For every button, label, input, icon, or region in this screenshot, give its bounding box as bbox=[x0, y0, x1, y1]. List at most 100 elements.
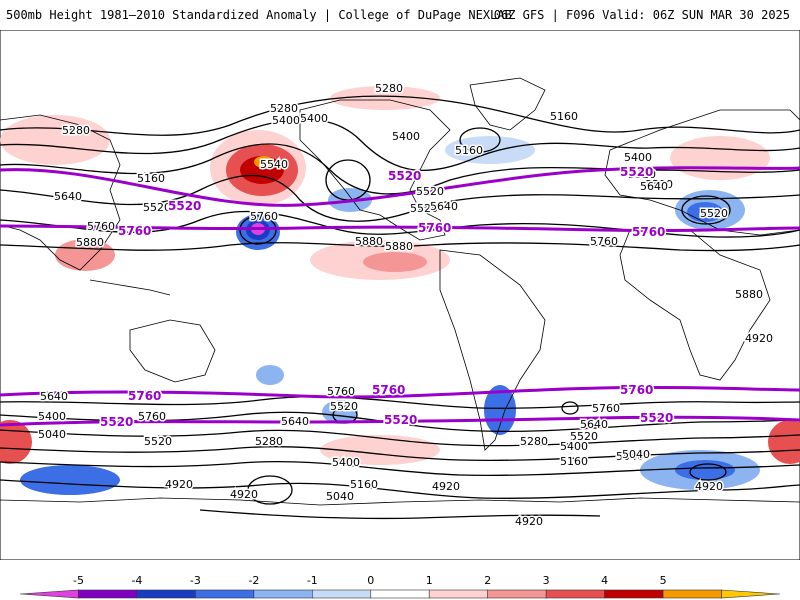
colorbar-swatch bbox=[721, 589, 781, 599]
coast-greenland bbox=[469, 77, 546, 131]
highlight-contours bbox=[0, 166, 800, 427]
contour-label: 5400 bbox=[624, 151, 652, 164]
highlight-contour-label: 5760 bbox=[372, 383, 405, 397]
anomaly-positive-strong bbox=[55, 239, 115, 271]
anomaly-positive bbox=[330, 86, 440, 110]
colorbar-tick-label: 4 bbox=[601, 574, 608, 587]
contour-label: 5540 bbox=[260, 158, 288, 171]
contour-label: 5520 bbox=[410, 202, 438, 215]
contour-label: 5520 bbox=[330, 400, 358, 413]
contour-label: 5040 bbox=[622, 448, 650, 461]
contour-label: 5280 bbox=[375, 82, 403, 95]
highlight-contour-label: 5520 bbox=[388, 169, 421, 183]
contour-label: 5880 bbox=[355, 235, 383, 248]
colorbar-tick-label: -1 bbox=[307, 574, 318, 587]
colorbar-swatch bbox=[545, 589, 605, 599]
coast-antarctica bbox=[0, 497, 800, 506]
colorbar-tick-label: 3 bbox=[543, 574, 550, 587]
coast-indonesia bbox=[89, 279, 171, 296]
height-contours bbox=[0, 95, 800, 520]
contour-labels: 5280528054005540516056405520576058805520… bbox=[37, 81, 775, 530]
highlight-contour-label: 5760 bbox=[128, 389, 161, 403]
contour-label: 4920 bbox=[230, 488, 258, 501]
contour-label: 5400 bbox=[392, 130, 420, 143]
contour-label: 4920 bbox=[745, 332, 773, 345]
colorbar-swatch bbox=[78, 589, 138, 599]
contour-label: 5400 bbox=[332, 456, 360, 469]
anomaly-negative bbox=[256, 365, 284, 385]
contour-label: 5760 bbox=[590, 235, 618, 248]
contour-label: 5400 bbox=[272, 114, 300, 127]
anomaly-negative bbox=[322, 400, 358, 424]
contour-label: 5280 bbox=[255, 435, 283, 448]
colorbar-swatch bbox=[662, 589, 722, 599]
colorbar-swatch bbox=[487, 589, 547, 599]
anomaly-positive bbox=[670, 136, 770, 180]
anomaly-negative bbox=[20, 465, 120, 495]
contour-label: 5640 bbox=[40, 390, 68, 403]
contour-label: 5640 bbox=[580, 418, 608, 431]
contour-label: 5520 bbox=[645, 178, 673, 191]
contour-label: 4920 bbox=[165, 478, 193, 491]
colorbar-tick-label: 5 bbox=[660, 574, 667, 587]
highlight-contour-label: 5520 bbox=[168, 199, 201, 213]
contour-5520-south bbox=[0, 415, 800, 427]
colorbar-swatch bbox=[428, 589, 488, 599]
anomaly-negative-strong bbox=[484, 385, 516, 435]
anomaly-negative-strong bbox=[675, 460, 735, 480]
contour-label: 5280 bbox=[270, 102, 298, 115]
highlight-contour-label: 5520 bbox=[640, 411, 673, 425]
colorbar-tick-label: -3 bbox=[190, 574, 201, 587]
anomaly-positive-strong bbox=[768, 420, 800, 464]
contour-label: 5400 bbox=[38, 410, 66, 423]
map-canvas: 5280528054005540516056405520576058805520… bbox=[0, 30, 800, 560]
contour-label: 5760 bbox=[250, 210, 278, 223]
colorbar-tick-label: -2 bbox=[248, 574, 259, 587]
coast-africa bbox=[619, 229, 771, 381]
contour-label: 5160 bbox=[550, 110, 578, 123]
colorbar-swatch bbox=[195, 589, 255, 599]
colorbar: -5 -4 -3 -2 -1 0 1 2 3 4 5 bbox=[0, 568, 800, 600]
highlight-contour-label: 5760 bbox=[632, 225, 665, 239]
contour-5520-north bbox=[0, 166, 800, 207]
run-info: 06Z GFS | F096 Valid: 06Z SUN MAR 30 202… bbox=[493, 8, 790, 22]
anomaly-positive-max bbox=[254, 156, 274, 168]
colorbar-swatch bbox=[136, 589, 196, 599]
colorbar-swatch bbox=[19, 589, 79, 599]
contour-label: 5400 bbox=[560, 440, 588, 453]
contour-label: 4920 bbox=[695, 480, 723, 493]
contour-label: 5880 bbox=[385, 240, 413, 253]
contour-label: 5880 bbox=[76, 236, 104, 249]
highlight-contour-label: 5520 bbox=[384, 413, 417, 427]
colorbar-swatch bbox=[604, 589, 664, 599]
colorbar-tick-label: 1 bbox=[426, 574, 433, 587]
coast-eurasia bbox=[604, 109, 800, 236]
highlight-contour-label: 5760 bbox=[418, 221, 451, 235]
highlight-contour-label: 5520 bbox=[620, 165, 653, 179]
contour-label: 5760 bbox=[592, 402, 620, 415]
anomaly-negative-strong bbox=[687, 202, 723, 222]
contour-5760-south bbox=[0, 385, 800, 399]
map-panel: 5280 5280 5400 5540 5160 5640 5520 5760 5880 5520… bbox=[0, 30, 800, 560]
highlight-labels: 5520 5760 5520 5760 5520 5760 5760 5520 5760 5520… bbox=[99, 164, 675, 431]
colorbar-swatch bbox=[253, 589, 313, 599]
anomaly-positive bbox=[0, 115, 110, 165]
map-title: 500mb Height 1981–2010 Standardized Anom… bbox=[6, 8, 512, 22]
contour-label: 5640 bbox=[430, 200, 458, 213]
contour-label: 5040 bbox=[38, 428, 66, 441]
contour-label: 5160 bbox=[137, 172, 165, 185]
contour-label: 5160 bbox=[350, 478, 378, 491]
coast-south-america bbox=[439, 249, 546, 451]
contour-label: 5160 bbox=[455, 144, 483, 157]
contour-label: 5520 bbox=[143, 201, 171, 214]
contour-label: 5640 bbox=[54, 190, 82, 203]
colorbar-swatch bbox=[312, 589, 372, 599]
contour-label: 5760 bbox=[87, 220, 115, 233]
coastlines bbox=[0, 77, 800, 506]
contour-label: 5640 bbox=[640, 180, 668, 193]
contour-label: 5280 bbox=[520, 435, 548, 448]
colorbar-tick-label: 0 bbox=[367, 574, 374, 587]
contour-label: 5640 bbox=[281, 415, 309, 428]
colorbar-tick-label: -5 bbox=[73, 574, 84, 587]
highlight-contour-label: 5520 bbox=[100, 415, 133, 429]
